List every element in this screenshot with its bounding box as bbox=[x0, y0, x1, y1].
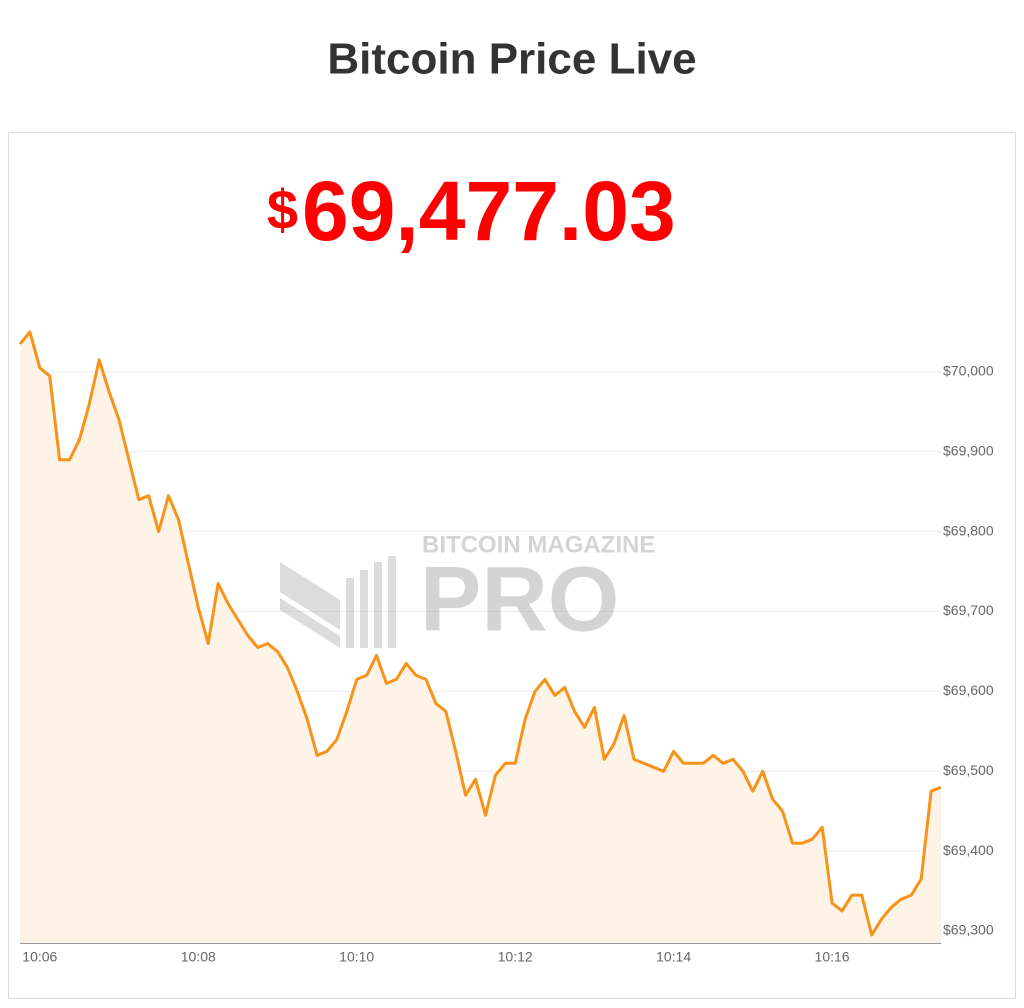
x-tick-label: 10:08 bbox=[181, 949, 216, 965]
y-tick-label: $69,300 bbox=[943, 922, 994, 938]
y-tick-label: $69,800 bbox=[943, 522, 994, 538]
y-tick-label: $69,600 bbox=[943, 682, 994, 698]
y-tick-label: $69,400 bbox=[943, 842, 994, 858]
y-tick-label: $69,700 bbox=[943, 602, 994, 618]
price: 69,477.03 bbox=[302, 164, 676, 258]
y-tick-label: $70,000 bbox=[943, 363, 994, 379]
watermark-top: BITCOIN MAGAZINE bbox=[422, 531, 655, 558]
x-tick-label: 10:06 bbox=[22, 949, 57, 965]
y-tick-label: $69,500 bbox=[943, 762, 994, 778]
x-tick-label: 10:14 bbox=[656, 949, 691, 965]
area bbox=[20, 332, 941, 943]
x-tick-label: 10:12 bbox=[498, 949, 533, 965]
x-tick-label: 10:10 bbox=[339, 949, 374, 965]
watermark-logo bbox=[280, 556, 396, 648]
price-prefix: $ bbox=[267, 178, 298, 241]
page-title: Bitcoin Price Live bbox=[327, 35, 696, 84]
x-tick-label: 10:16 bbox=[815, 949, 850, 965]
watermark: BITCOIN MAGAZINE PRO bbox=[280, 531, 655, 650]
price-line bbox=[18, 330, 942, 937]
y-tick-label: $69,900 bbox=[943, 442, 994, 458]
watermark-main: PRO bbox=[420, 548, 619, 650]
